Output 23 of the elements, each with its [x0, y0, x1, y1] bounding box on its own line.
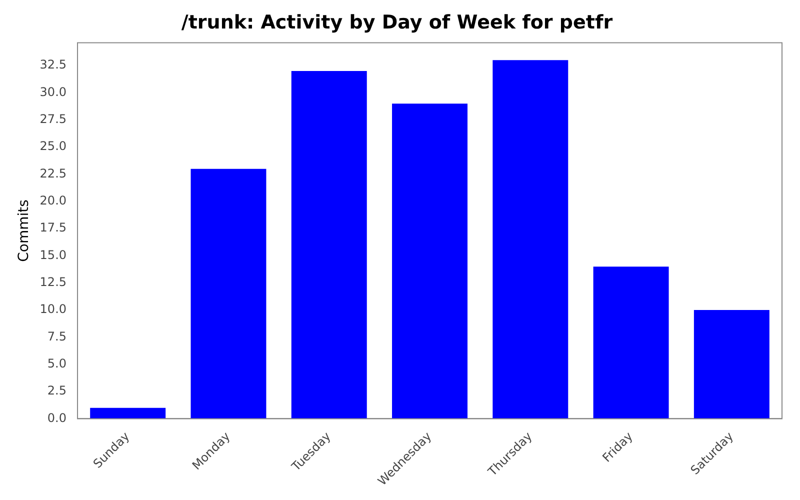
- chart-title: /trunk: Activity by Day of Week for petfr: [181, 11, 614, 34]
- bar: [392, 104, 468, 419]
- y-tick-label: 12.5: [40, 275, 67, 290]
- y-tick-label: 0.0: [47, 410, 67, 425]
- y-tick-label: 25.0: [40, 139, 67, 154]
- y-tick-label: 32.5: [40, 58, 67, 72]
- bar: [694, 310, 770, 419]
- y-tick-label: 5.0: [47, 356, 67, 370]
- y-tick-label: 17.5: [40, 220, 67, 235]
- bar: [492, 60, 568, 419]
- y-axis-title: Commits: [16, 200, 32, 262]
- y-tick-label: 20.0: [40, 194, 67, 208]
- y-tick-label: 10.0: [40, 302, 67, 316]
- bar: [190, 168, 266, 419]
- y-tick-label: 15.0: [40, 248, 67, 262]
- bar: [291, 71, 367, 419]
- bar: [90, 408, 166, 419]
- y-tick-label: 22.5: [40, 166, 67, 180]
- y-tick-label: 27.5: [40, 112, 67, 126]
- y-tick-label: 7.5: [47, 329, 67, 344]
- y-tick-label: 30.0: [40, 84, 67, 99]
- y-tick-label: 2.5: [47, 384, 67, 398]
- bar: [593, 266, 669, 419]
